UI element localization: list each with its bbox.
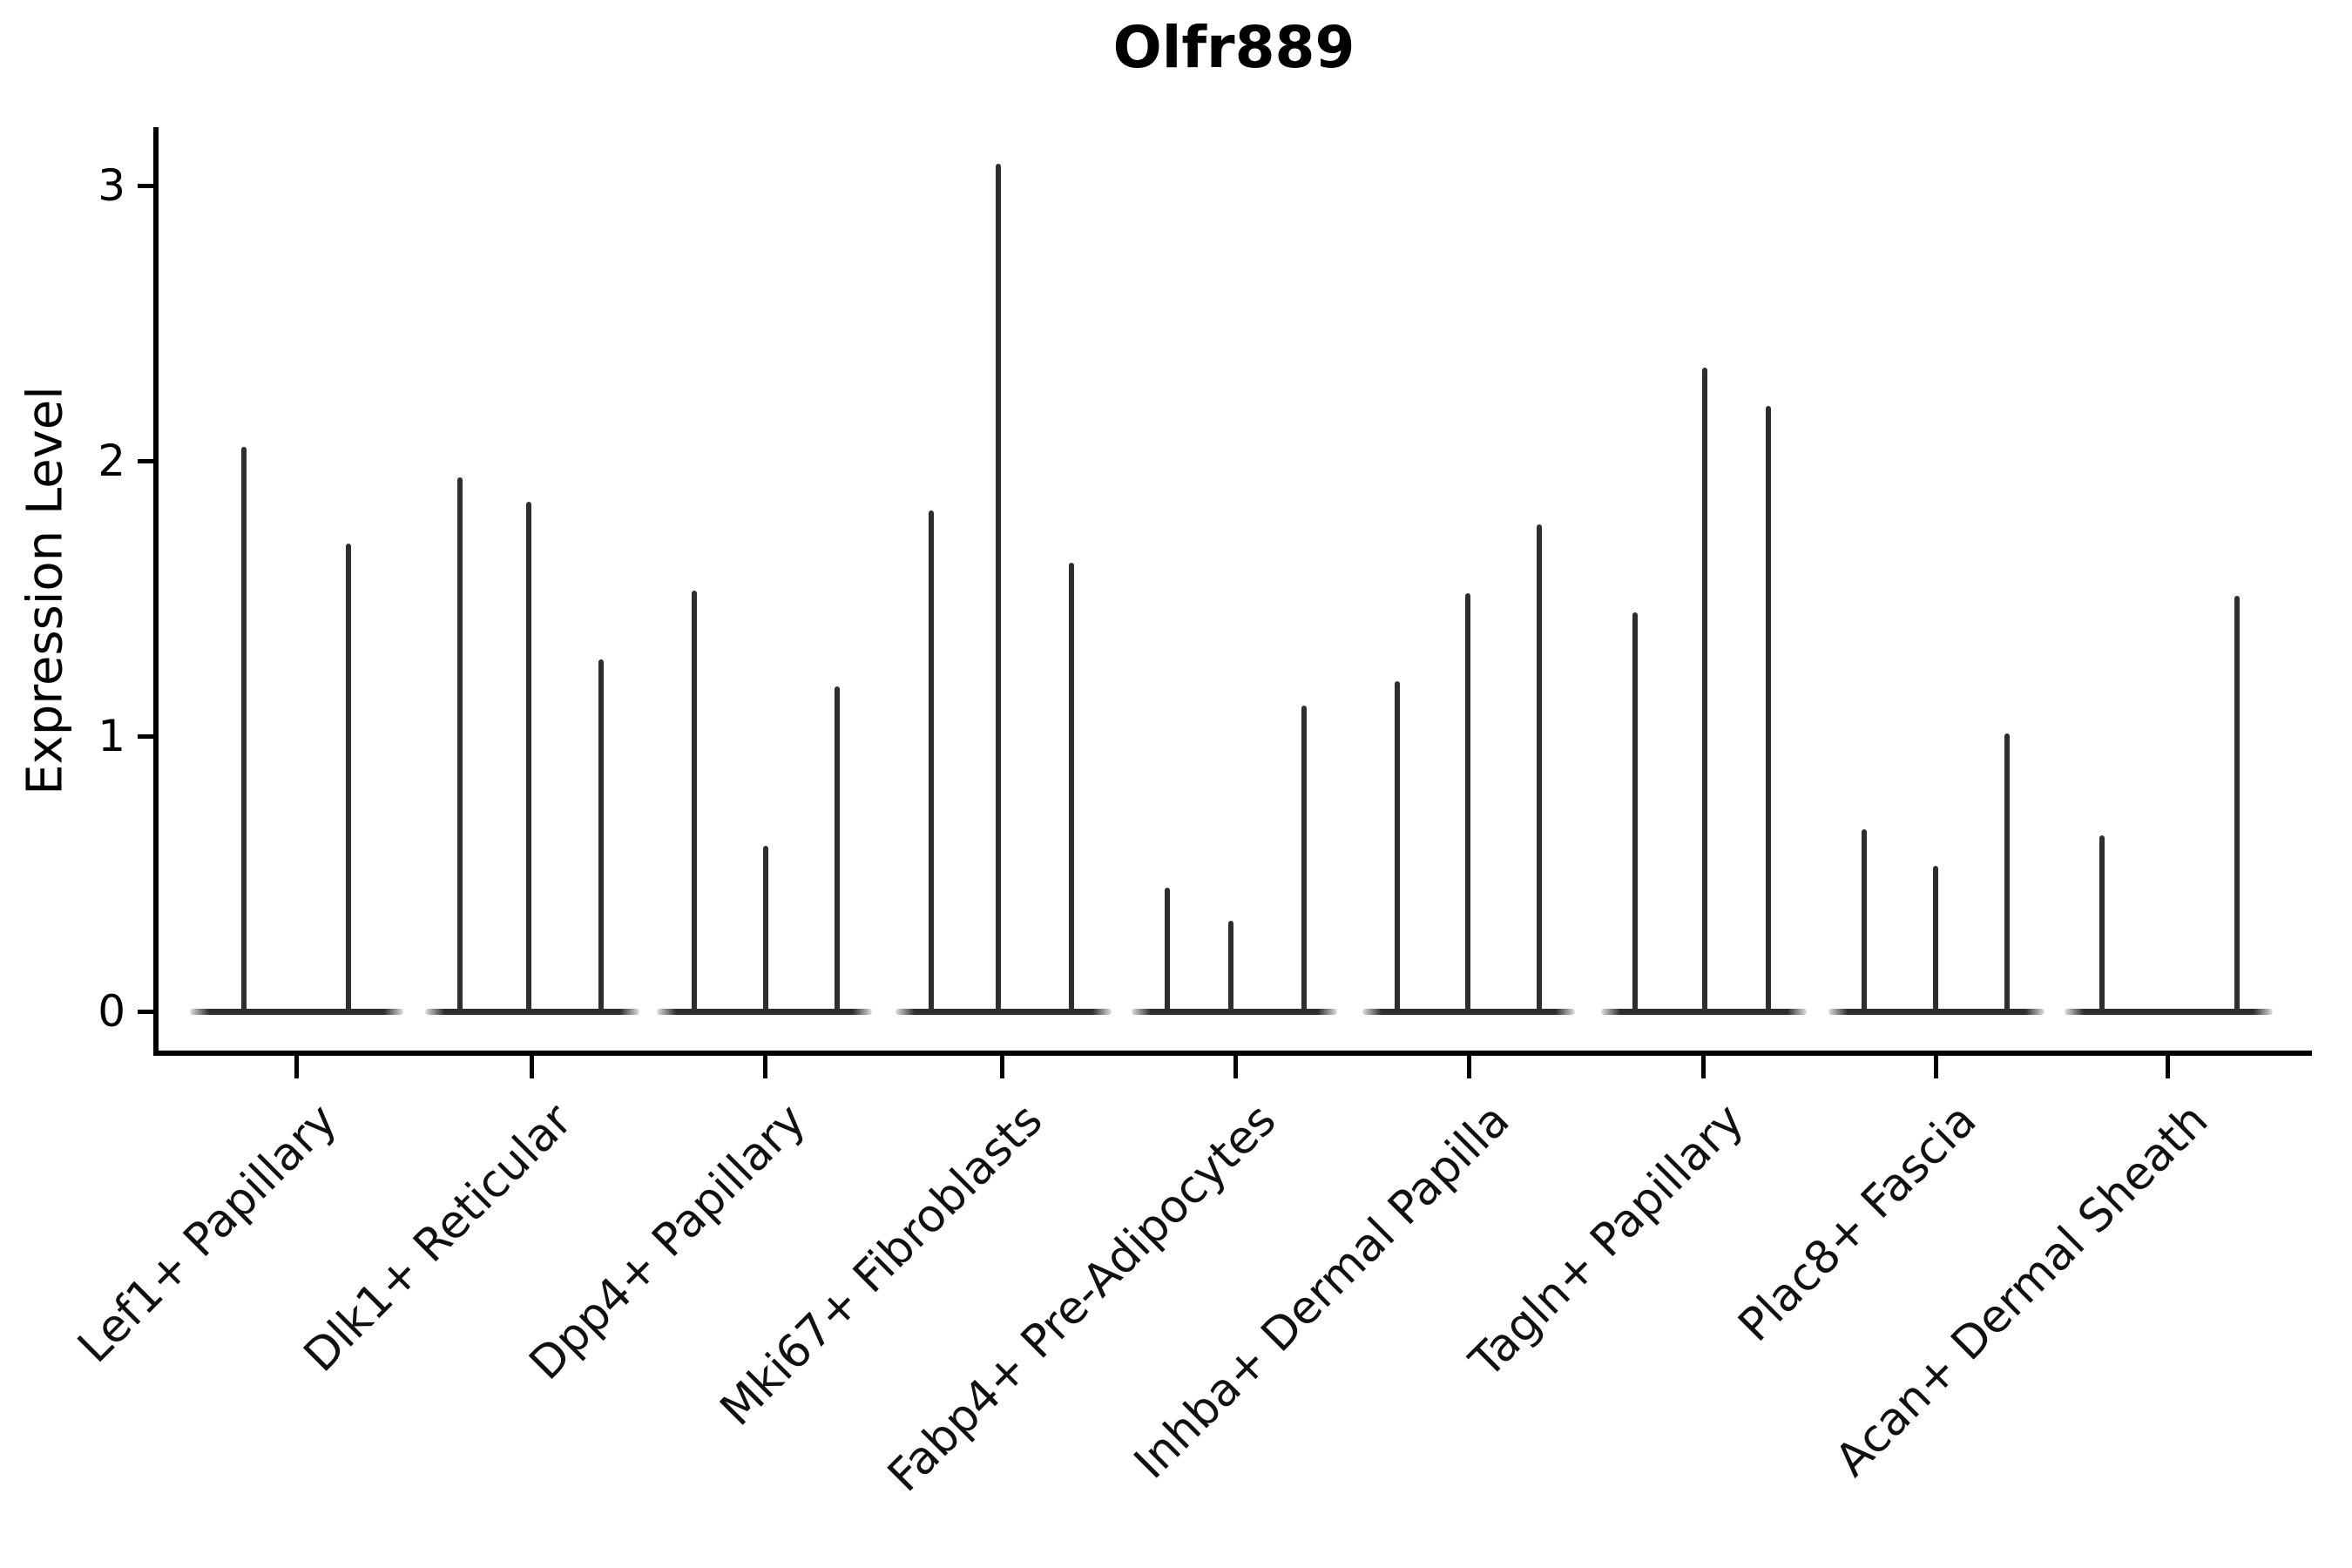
violin-spike — [1069, 562, 1074, 1014]
violin-spike — [1165, 887, 1170, 1014]
violin-spike — [526, 502, 531, 1014]
y-tick — [138, 459, 153, 463]
x-tick — [1701, 1056, 1706, 1078]
violin-spike — [2004, 733, 2010, 1014]
y-tick — [138, 1010, 153, 1014]
violin-spike — [1301, 706, 1307, 1014]
violin-spike — [346, 543, 351, 1014]
x-tick — [1467, 1056, 1471, 1078]
violin-baseline — [1132, 1009, 1337, 1015]
violin-spike — [2099, 835, 2105, 1014]
violin-spike — [1395, 680, 1400, 1014]
violin-baseline — [425, 1009, 639, 1015]
violin-spike — [1632, 612, 1638, 1014]
y-tick-label: 2 — [98, 436, 125, 486]
y-tick-label: 3 — [98, 160, 125, 211]
x-tick — [1934, 1056, 1938, 1078]
y-tick-label: 1 — [98, 711, 125, 761]
violin-baseline — [896, 1009, 1112, 1015]
violin-spike — [598, 659, 604, 1014]
violin-spike — [996, 163, 1001, 1014]
violin-spike — [1537, 524, 1542, 1014]
violin-spike — [763, 846, 768, 1014]
y-tick-label: 0 — [98, 986, 125, 1037]
x-tick — [1233, 1056, 1238, 1078]
violin-spike — [1228, 920, 1233, 1014]
violin-spike — [835, 686, 840, 1014]
x-tick — [763, 1056, 767, 1078]
y-tick — [138, 184, 153, 188]
violin-spike — [1862, 829, 1867, 1014]
x-tick — [294, 1056, 299, 1078]
violin-spike — [241, 447, 247, 1014]
violin-spike — [692, 590, 697, 1014]
x-tick — [1000, 1056, 1004, 1078]
x-tick — [2166, 1056, 2170, 1078]
violin-spike — [2234, 595, 2240, 1014]
violin-spike — [1766, 405, 1771, 1014]
y-axis-spine — [153, 127, 159, 1056]
violin-spike — [1465, 592, 1470, 1014]
x-axis-spine — [153, 1051, 2312, 1056]
violin-baseline — [2065, 1009, 2273, 1015]
violin-spike — [1933, 865, 1938, 1014]
violin-spike — [929, 510, 934, 1014]
x-tick — [530, 1056, 534, 1078]
violin-spike — [1702, 367, 1707, 1014]
violin-baseline — [190, 1009, 403, 1015]
y-tick — [138, 734, 153, 739]
violin-spike — [457, 476, 463, 1014]
plot-title: Olfr889 — [1112, 14, 1355, 81]
